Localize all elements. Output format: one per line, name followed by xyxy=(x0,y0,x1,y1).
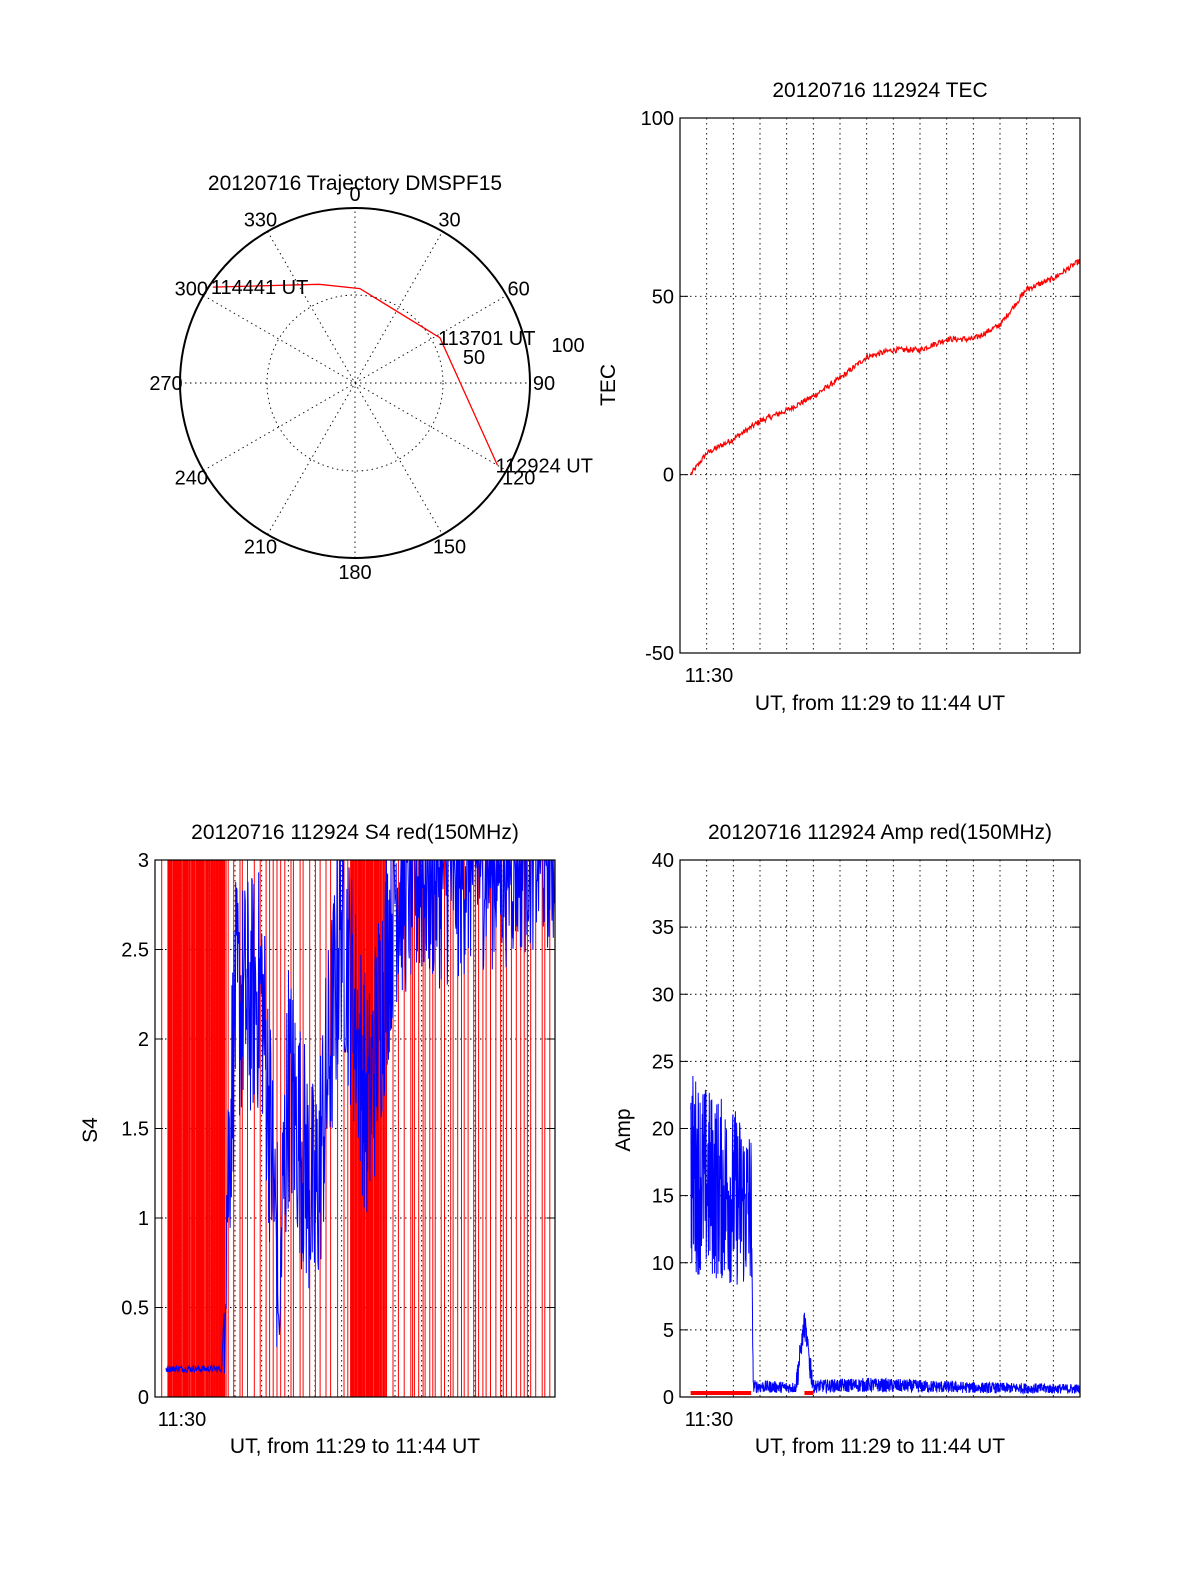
tec-frame xyxy=(679,117,1081,654)
polar-azimuth-label: 60 xyxy=(508,279,530,301)
polar-azimuth-label: 210 xyxy=(244,537,277,559)
y-tick-label: 50 xyxy=(652,286,674,308)
y-tick-label: 35 xyxy=(652,917,674,939)
y-tick-label: 3 xyxy=(138,850,149,872)
tec-plot: 20120716 112924 TEC -50 0 50 100 11:30 UT, … xyxy=(597,79,1081,715)
polar-azimuth-label: 330 xyxy=(244,209,277,231)
s4-plot: 20120716 112924 S4 red(150MHz) 0 0.5 1 1.5 2… xyxy=(79,821,556,1458)
tec-title: 20120716 112924 TEC xyxy=(772,79,987,102)
polar-inner-ring xyxy=(266,294,444,472)
y-tick-label: 5 xyxy=(663,1320,674,1342)
polar-azimuth-label: 270 xyxy=(149,373,182,395)
amp-x-tick-1130: 11:30 xyxy=(685,1409,734,1431)
y-tick-label: 40 xyxy=(652,850,674,872)
polar-radial-label-100: 100 xyxy=(551,335,584,357)
polar-trajectory: 114441 UT 113701 UT 112924 UT xyxy=(211,277,593,477)
y-tick-label: 100 xyxy=(641,108,674,130)
amp-blue-line xyxy=(690,1075,1081,1395)
polar-spoke xyxy=(267,231,443,535)
polar-track-label: 112924 UT xyxy=(495,455,592,477)
s4-series xyxy=(161,859,556,1397)
y-tick-label: 30 xyxy=(652,984,674,1006)
polar-azimuth-labels: 0 30 60 90 120 150 180 210 240 270 300 330 xyxy=(149,184,555,584)
s4-xlabel: UT, from 11:29 to 11:44 UT xyxy=(230,1435,480,1458)
y-tick-label: 0.5 xyxy=(121,1298,149,1320)
tec-line xyxy=(690,258,1081,476)
y-tick-label: 15 xyxy=(652,1186,674,1208)
y-tick-label: 1 xyxy=(138,1208,149,1230)
y-tick-label: 2 xyxy=(138,1029,149,1051)
tec-ylabel: TEC xyxy=(597,364,620,406)
tec-series xyxy=(690,258,1081,476)
polar-track-label: 113701 UT xyxy=(438,328,535,350)
polar-azimuth-label: 240 xyxy=(175,468,208,490)
polar-radial-label-50: 50 xyxy=(463,347,485,369)
y-tick-label: 25 xyxy=(652,1051,674,1073)
y-tick-label: 20 xyxy=(652,1119,674,1141)
amp-plot: 20120716 112924 Amp red(150MHz) 0 5 10 15 20… xyxy=(612,821,1081,1458)
y-tick-label: 0 xyxy=(138,1387,149,1409)
tec-x-tick-1130: 11:30 xyxy=(685,665,734,687)
polar-azimuth-label: 300 xyxy=(175,279,208,301)
amp-ylabel: Amp xyxy=(612,1108,635,1151)
y-tick-label: 1.5 xyxy=(121,1119,149,1141)
polar-azimuth-label: 120 xyxy=(502,468,535,490)
polar-spokes xyxy=(180,208,530,558)
polar-title: 20120716 Trajectory DMSPF15 xyxy=(208,172,502,195)
tec-xlabel: UT, from 11:29 to 11:44 UT xyxy=(755,692,1005,715)
amp-series xyxy=(690,1075,1081,1395)
s4-y-ticks: 0 0.5 1 1.5 2 2.5 3 xyxy=(121,850,555,1409)
polar-azimuth-label: 0 xyxy=(349,184,360,206)
s4-title: 20120716 112924 S4 red(150MHz) xyxy=(191,821,519,844)
s4-x-tick-1130: 11:30 xyxy=(158,1409,207,1431)
trajectory-polar-plot: 20120716 Trajectory DMSPF15 0 30 60 90 120 15… xyxy=(149,172,593,584)
y-tick-label: 2.5 xyxy=(121,940,149,962)
y-tick-label: 0 xyxy=(663,1387,674,1409)
polar-azimuth-label: 180 xyxy=(338,562,371,584)
amp-title: 20120716 112924 Amp red(150MHz) xyxy=(708,821,1052,844)
polar-azimuth-label: 150 xyxy=(433,537,466,559)
polar-track-line xyxy=(212,283,499,466)
y-tick-label: -50 xyxy=(645,643,674,665)
s4-ylabel: S4 xyxy=(79,1117,102,1143)
tec-y-ticks: -50 0 50 100 xyxy=(641,108,1080,665)
polar-track-label: 114441 UT xyxy=(211,277,308,299)
y-tick-label: 0 xyxy=(663,465,674,487)
amp-xlabel: UT, from 11:29 to 11:44 UT xyxy=(755,1435,1005,1458)
y-tick-label: 10 xyxy=(652,1253,674,1275)
polar-azimuth-label: 30 xyxy=(438,209,460,231)
tec-grid xyxy=(680,117,1080,654)
amp-y-ticks: 0 5 10 15 20 25 30 35 40 xyxy=(652,850,1080,1409)
polar-azimuth-label: 90 xyxy=(533,373,555,395)
